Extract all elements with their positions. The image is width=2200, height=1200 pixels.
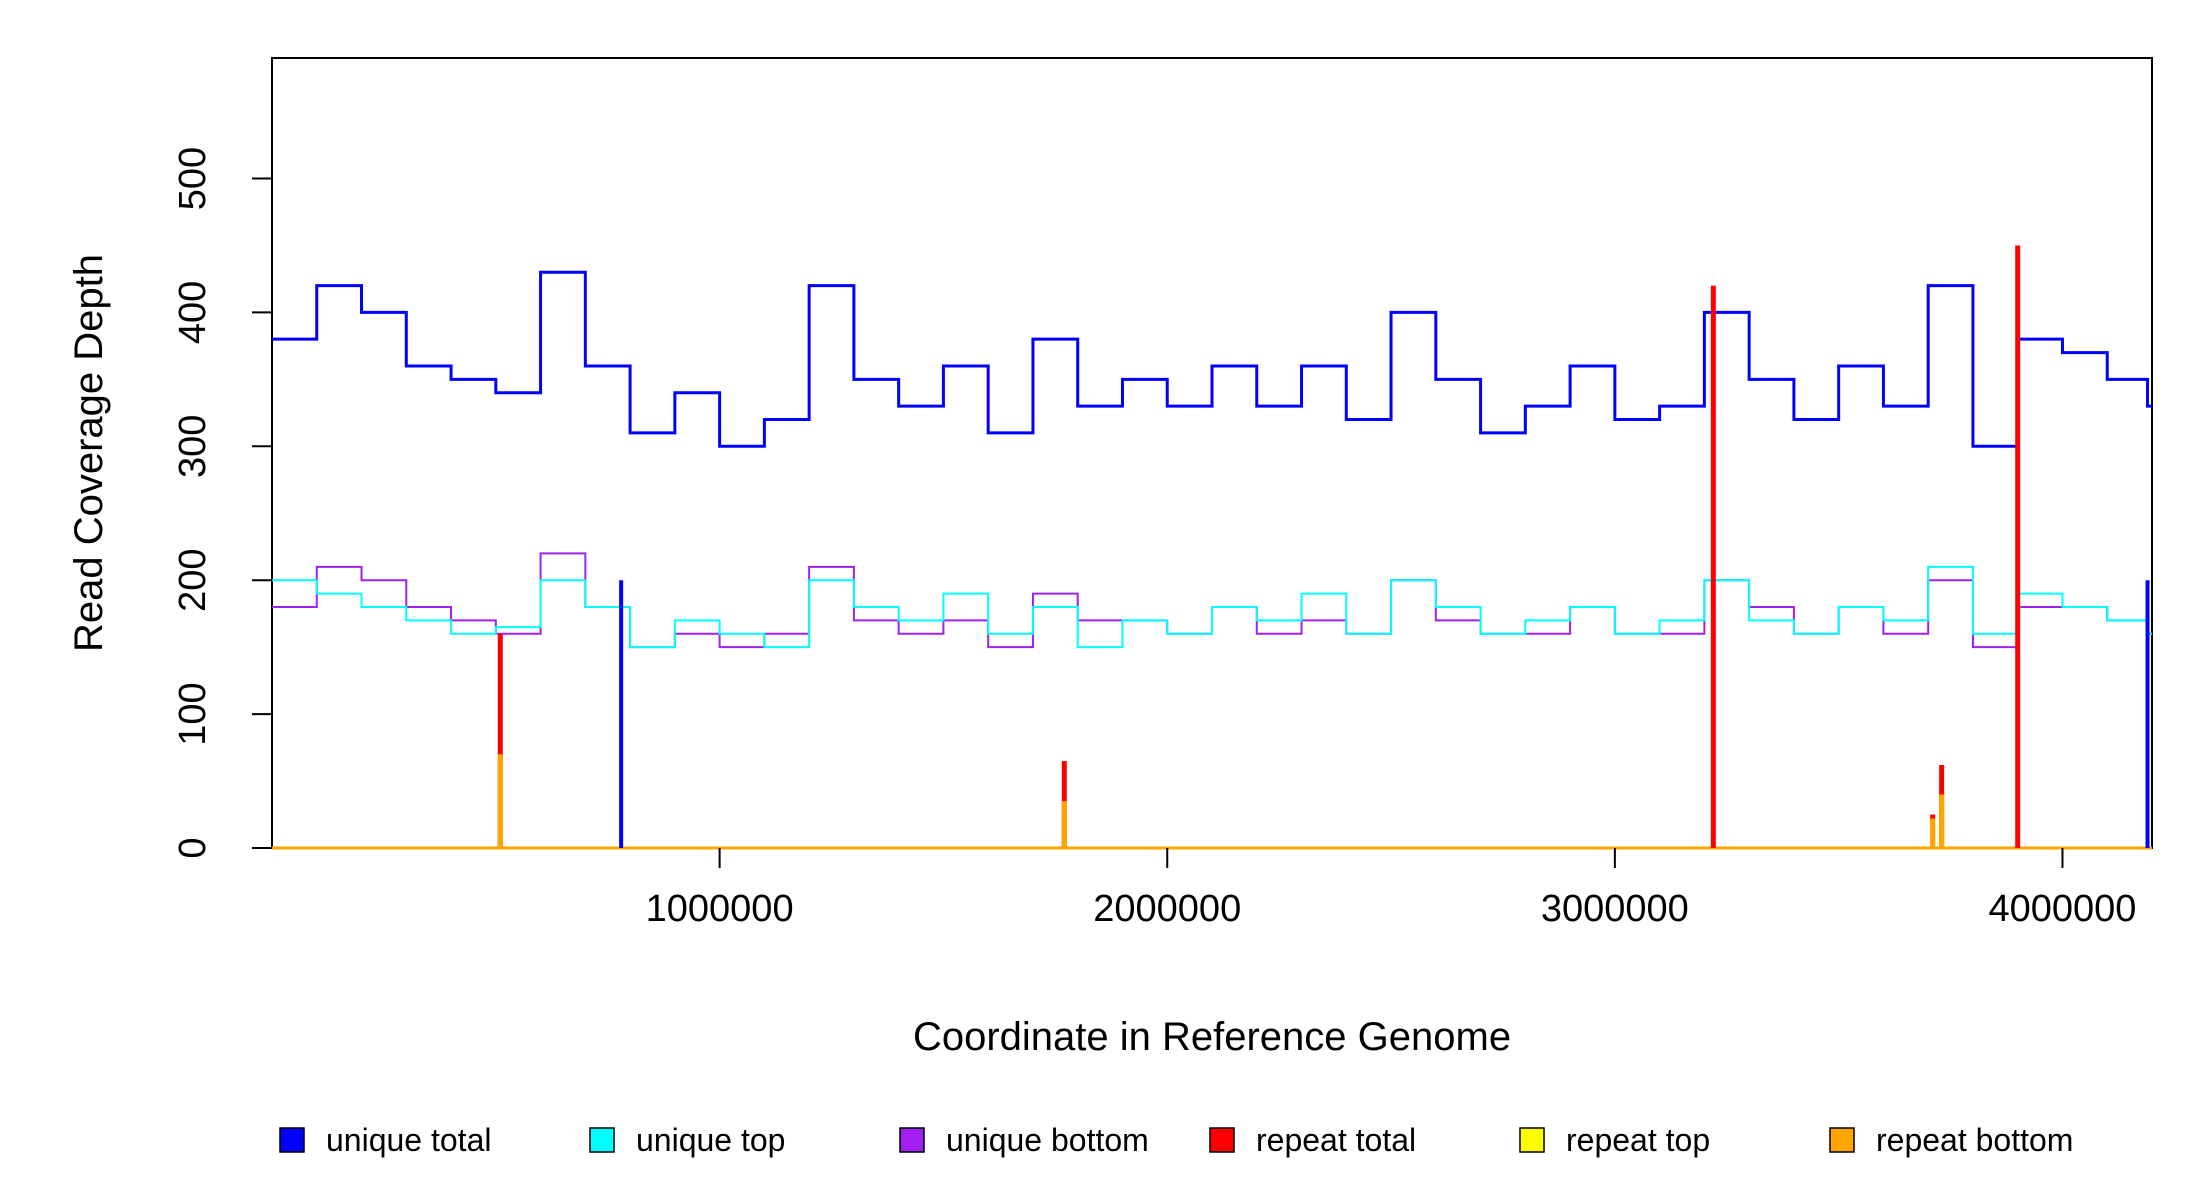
y-tick-label: 300 [172, 415, 214, 478]
legend-swatch [899, 1127, 925, 1153]
x-tick-label: 2000000 [1093, 888, 1241, 930]
legend-swatch [279, 1127, 305, 1153]
series-layer [272, 245, 2152, 850]
series-line-unique-total [272, 270, 2152, 448]
y-tick-label: 500 [172, 147, 214, 210]
legend: unique total unique top unique bottom repea… [279, 1122, 2073, 1158]
legend-label: repeat total [1256, 1122, 1416, 1158]
y-tick-label: 200 [172, 549, 214, 612]
legend-swatch [589, 1127, 615, 1153]
y-axis-label: Read Coverage Depth [67, 254, 111, 652]
legend-swatch [1209, 1127, 1235, 1153]
x-tick-label: 3000000 [1541, 888, 1689, 930]
legend-label: unique bottom [946, 1122, 1149, 1158]
legend-label: repeat bottom [1876, 1122, 2073, 1158]
y-tick-label: 0 [172, 837, 214, 858]
x-axis-label: Coordinate in Reference Genome [913, 1015, 1511, 1059]
axis-layer: 1000000 2000000 3000000 4000000 0 100 200 300 40… [172, 147, 2136, 930]
y-tick-label: 100 [172, 682, 214, 745]
legend-swatch [1519, 1127, 1545, 1153]
legend-label: unique top [636, 1122, 785, 1158]
legend-label: unique total [326, 1122, 491, 1158]
x-tick-label: 4000000 [1989, 888, 2137, 930]
legend-swatch [1829, 1127, 1855, 1153]
y-tick-label: 400 [172, 281, 214, 344]
series-line-unique-top [272, 565, 2152, 649]
legend-label: repeat top [1566, 1122, 1710, 1158]
plot-frame [271, 57, 2153, 849]
x-tick-label: 1000000 [646, 888, 794, 930]
